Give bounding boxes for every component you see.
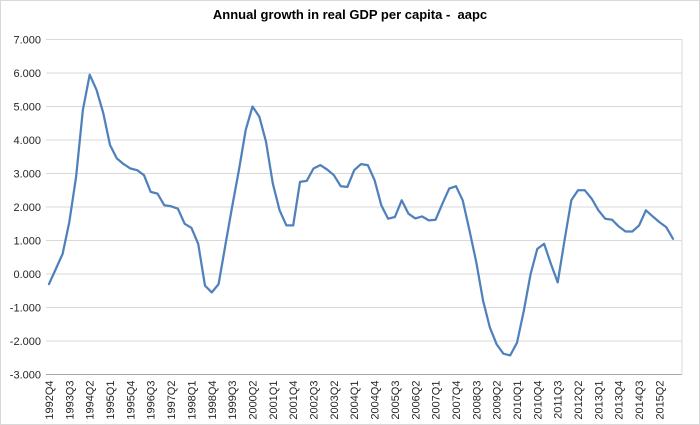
x-axis-label: 1996Q3 [146,381,158,420]
x-axis-label: 2003Q2 [329,381,341,420]
x-axis-label: 2001Q4 [288,381,300,420]
x-axis-label: 2011Q3 [553,381,565,419]
x-axis-label: 2009Q2 [492,381,504,420]
x-axis-label: 2004Q1 [349,381,361,420]
x-axis-label: 2010Q1 [512,381,524,420]
x-axis-label: 2001Q1 [268,381,280,420]
x-axis-label: 1994Q2 [85,381,97,420]
y-axis-label: 5.000 [13,102,41,114]
x-axis-label: 2004Q4 [370,381,382,420]
y-axis-label: 4.000 [13,135,41,147]
x-axis-label: 2012Q2 [573,381,585,420]
y-axis-label: -3.000 [10,370,41,382]
x-axis-label: 1999Q3 [227,381,239,420]
x-axis-label: 2014Q3 [634,381,646,420]
x-axis-label: 2005Q3 [390,381,402,420]
x-axis-label: 1998Q4 [207,381,219,420]
x-axis-label: 2010Q4 [532,381,544,420]
x-axis-label: 1997Q2 [166,381,178,420]
x-axis-label: 1992Q4 [44,381,56,420]
x-axis-label: 1995Q4 [125,381,137,420]
y-axis-label: 0.000 [13,269,41,281]
x-axis-label: 2007Q1 [431,381,443,420]
y-axis-label: -2.000 [10,336,41,348]
x-axis-label: 1993Q3 [64,381,76,420]
x-axis-label: 2015Q2 [654,381,666,420]
y-axis-label: 2.000 [13,202,41,214]
y-axis-label: 3.000 [13,169,41,181]
y-axis-label: 7.000 [13,35,41,47]
chart-title: Annual growth in real GDP per capita - a… [212,7,488,22]
x-axis-label: 2002Q3 [309,381,321,420]
x-axis-label: 1995Q1 [105,381,117,420]
x-axis-label: 1998Q1 [186,381,198,420]
x-axis-label: 2013Q1 [593,381,605,420]
x-axis-label: 2007Q4 [451,381,463,420]
gdp-growth-series-line [47,73,675,357]
x-axis-label: 2013Q4 [614,381,626,420]
y-axis-label: 6.000 [13,68,41,80]
y-axis-label: 1.000 [13,236,41,248]
x-axis-label: 2006Q2 [410,381,422,420]
x-axis-label: 2008Q3 [471,380,483,419]
y-axis-label: -1.000 [10,303,41,315]
x-axis-label: 2000Q2 [247,381,259,420]
